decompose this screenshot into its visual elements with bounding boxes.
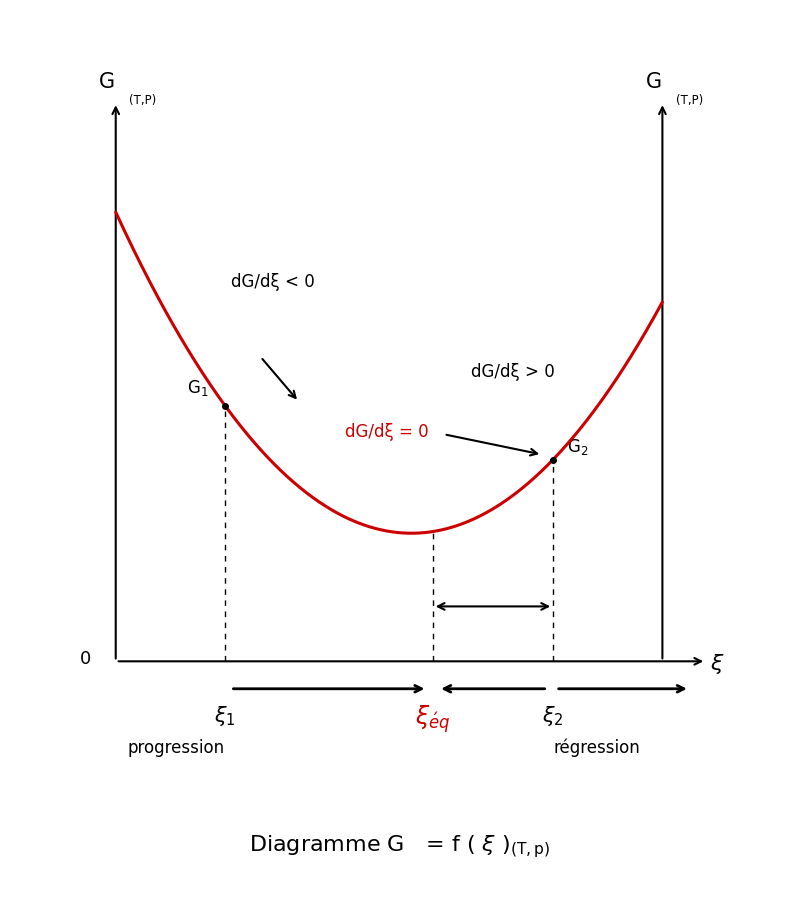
Text: 0: 0: [80, 650, 91, 668]
Text: $\xi_1$: $\xi_1$: [214, 704, 236, 728]
Text: $\xi_{\mathit{\acute{e}q}}$: $\xi_{\mathit{\acute{e}q}}$: [415, 704, 450, 736]
Text: $\xi$: $\xi$: [710, 652, 724, 676]
Text: dG/dξ > 0: dG/dξ > 0: [471, 363, 555, 381]
Text: (T,P): (T,P): [130, 94, 157, 108]
Text: progression: progression: [127, 738, 225, 757]
Text: régression: régression: [554, 738, 640, 757]
Text: G: G: [99, 72, 115, 92]
Text: dG/dξ = 0: dG/dξ = 0: [346, 423, 429, 441]
Text: (T,P): (T,P): [676, 94, 703, 108]
Text: G$_1$: G$_1$: [187, 378, 209, 398]
Text: $\xi_2$: $\xi_2$: [542, 704, 564, 728]
Text: G$_2$: G$_2$: [566, 437, 588, 457]
Text: G: G: [646, 72, 662, 92]
Text: Diagramme G   = f ( $\xi$ )$_{\mathregular{(T,p)}}$: Diagramme G = f ( $\xi$ )$_{\mathregular…: [250, 833, 550, 860]
Text: dG/dξ < 0: dG/dξ < 0: [230, 273, 314, 291]
